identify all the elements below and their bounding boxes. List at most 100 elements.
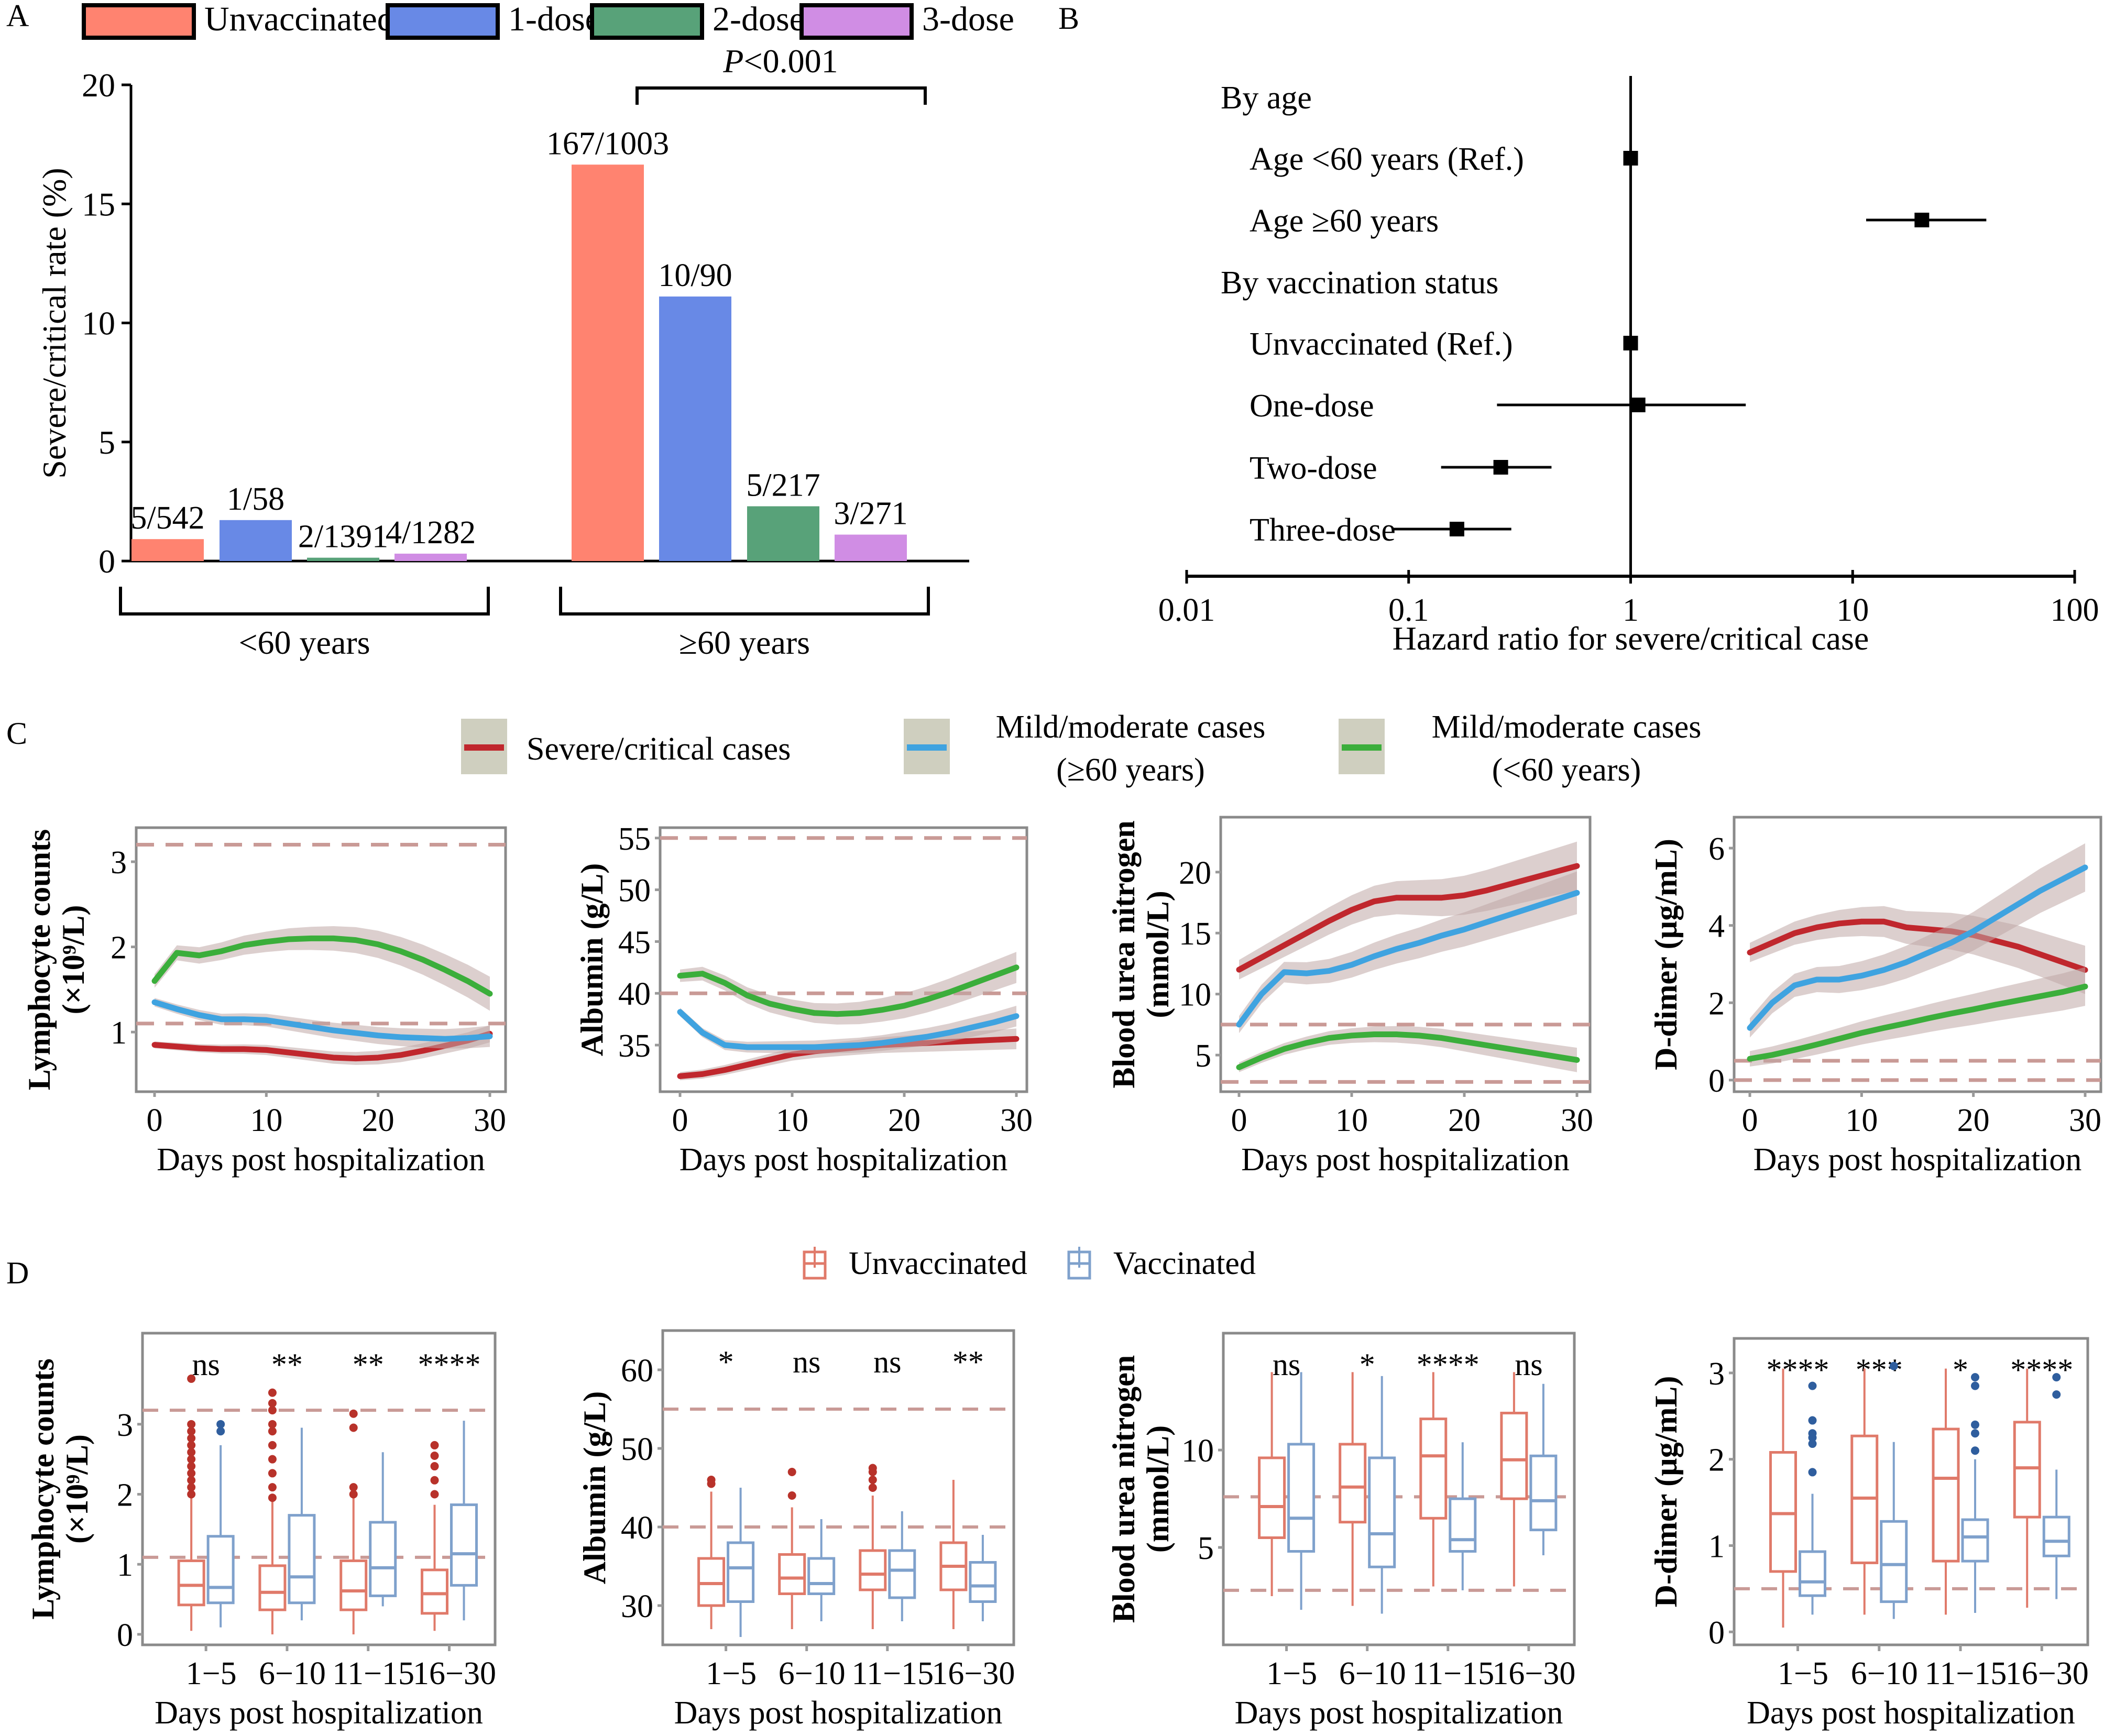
bar xyxy=(659,296,731,561)
outlier-point xyxy=(430,1462,439,1471)
y-tick-label: 10 xyxy=(1181,1433,1214,1469)
significance-label: * xyxy=(1360,1347,1375,1382)
plot-frame xyxy=(1733,1337,2089,1646)
legend-swatch-1 xyxy=(386,3,500,40)
line-panel-1: 35 40 45 50 55 0 10 20 30 Days post hospitalizati… xyxy=(575,821,1033,1178)
bar xyxy=(307,557,379,561)
box xyxy=(1500,1411,1528,1500)
outlier-point xyxy=(707,1476,716,1484)
x-tick-label: 11−15 xyxy=(1412,1656,1494,1691)
y-tick-label: 20 xyxy=(1179,855,1211,891)
box xyxy=(339,1559,368,1611)
bar-label: 10/90 xyxy=(658,258,732,293)
y-axis-title-units: (×10⁹/L) xyxy=(56,905,91,1015)
box xyxy=(807,1557,836,1595)
box xyxy=(177,1559,205,1607)
box xyxy=(1258,1456,1286,1539)
x-tick-label: 1−5 xyxy=(186,1656,237,1691)
x-tick-label: 6−10 xyxy=(259,1656,326,1691)
y-tick-label: 10 xyxy=(82,305,115,342)
y-axis-title: Albumin (g/L) xyxy=(577,1391,612,1584)
x-tick-label: 0 xyxy=(147,1103,163,1138)
box xyxy=(969,1561,997,1603)
x-axis-title: Days post hospitalization xyxy=(1241,1142,1570,1178)
series-line xyxy=(151,1030,493,1062)
outlier-point xyxy=(1808,1429,1817,1438)
hazard-ratio-marker xyxy=(1630,398,1646,412)
plot-frame xyxy=(1222,1332,1576,1646)
x-tick-label: 11−15 xyxy=(851,1656,934,1691)
x-tick-label: 6−10 xyxy=(1851,1656,1918,1691)
outlier-point xyxy=(430,1490,439,1499)
y-tick-label: 50 xyxy=(621,1432,653,1467)
outlier-point xyxy=(430,1451,439,1460)
bar xyxy=(394,553,467,561)
outlier-point xyxy=(187,1420,196,1429)
box xyxy=(1368,1456,1396,1568)
y-tick-label: 5 xyxy=(1195,1038,1211,1074)
y-tick-label: 1 xyxy=(117,1547,133,1583)
outlier-point xyxy=(187,1476,196,1485)
legend-swatch-0 xyxy=(82,3,196,40)
x-tick-label: 10 xyxy=(1845,1103,1878,1138)
outlier-point xyxy=(1971,1446,1979,1455)
confidence-band xyxy=(680,952,1016,1025)
y-tick-label: 30 xyxy=(621,1589,653,1624)
outlier-point xyxy=(787,1491,796,1500)
outlier-point xyxy=(268,1406,277,1415)
outlier-point xyxy=(2052,1390,2061,1399)
significance-label: * xyxy=(718,1345,734,1379)
panel-c: Severe/critical cases Mild/moderate cases… xyxy=(22,709,2102,1178)
y-axis-title: Severe/critical rate (%) xyxy=(36,168,73,478)
y-tick-label: 5 xyxy=(98,424,115,461)
y-axis-title: Blood urea nitrogen xyxy=(1106,1355,1141,1623)
x-tick-label: 10 xyxy=(1335,1103,1368,1138)
y-tick-label: 0 xyxy=(1708,1063,1725,1099)
hazard-ratio-marker xyxy=(1623,151,1638,166)
outlier-point xyxy=(1808,1416,1817,1425)
significance-label: ** xyxy=(271,1347,303,1382)
outlier-point xyxy=(187,1483,196,1492)
series-line xyxy=(1747,983,2088,1062)
box-panel-3: 0 1 2 3 1−5 **** 6−10 *** 11−15 * 16−30 **** Days po… xyxy=(1649,1337,2089,1731)
legend-label-1: Mild/moderate cases xyxy=(996,709,1266,745)
series-line xyxy=(1747,918,2088,973)
y-tick-label: 40 xyxy=(621,1510,653,1546)
bar-label: 1/58 xyxy=(227,481,284,517)
bar xyxy=(220,520,292,561)
plot-frame xyxy=(141,1332,497,1646)
box xyxy=(1799,1550,1826,1597)
forest-row-label: Age ≥60 years xyxy=(1250,203,1439,239)
outlier-point xyxy=(187,1462,196,1471)
box xyxy=(1769,1451,1797,1573)
x-tick-label: 1−5 xyxy=(1266,1656,1317,1691)
y-axis-title: D-dimer (µg/mL) xyxy=(1649,839,1683,1070)
group-label: ≥60 years xyxy=(679,624,810,661)
significance-label: ns xyxy=(1273,1347,1300,1382)
bar xyxy=(747,506,819,561)
x-tick-label: 6−10 xyxy=(779,1656,846,1691)
line-panel-2: 5 10 15 20 0 10 20 30 Days post hospitalization B… xyxy=(1106,816,1593,1178)
y-tick-label: 20 xyxy=(82,67,115,104)
p-value-label: P<0.001 xyxy=(722,42,838,80)
outlier-point xyxy=(268,1399,277,1408)
y-axis-title: D-dimer (µg/mL) xyxy=(1649,1376,1683,1608)
x-tick-label: 1−5 xyxy=(1778,1656,1828,1691)
y-tick-label: 50 xyxy=(618,873,651,909)
box xyxy=(1449,1497,1477,1553)
box xyxy=(1339,1443,1367,1524)
box xyxy=(1880,1520,1908,1603)
legend-label-0: Severe/critical cases xyxy=(527,731,791,767)
significance-label: **** xyxy=(1417,1347,1480,1382)
significance-bracket xyxy=(635,86,927,105)
outlier-point xyxy=(349,1490,358,1499)
x-tick-label: 16−30 xyxy=(2006,1656,2089,1691)
plot-frame xyxy=(1733,816,2102,1093)
panel-b: 0.01 0.1 1 10 100 Hazard ratio for severe/cri… xyxy=(1158,76,2099,657)
y-tick-label: 5 xyxy=(1198,1531,1214,1566)
legend-label-1: 1-dose xyxy=(508,0,600,38)
legend-label-2-line2: (<60 years) xyxy=(1492,752,1641,788)
significance-label: *** xyxy=(1856,1353,1903,1387)
bar xyxy=(572,164,644,561)
